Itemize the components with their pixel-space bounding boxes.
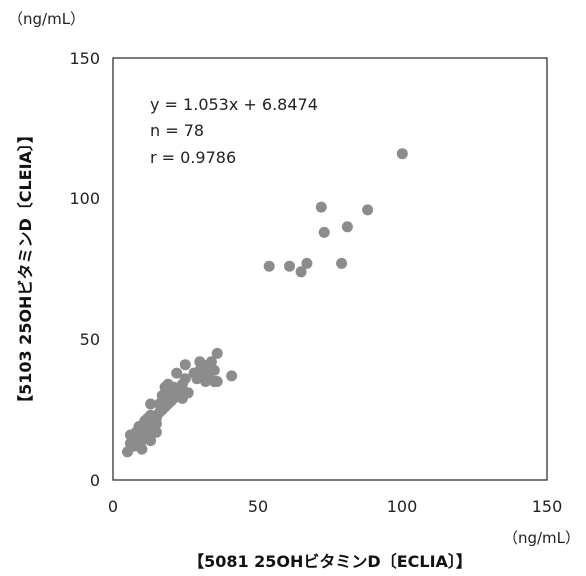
plot-area [112, 57, 548, 481]
data-point [145, 398, 157, 410]
data-point [263, 260, 275, 272]
data-point [171, 367, 183, 379]
data-point [150, 426, 162, 438]
y-tick-label: 100 [69, 189, 100, 208]
data-point [211, 376, 223, 387]
data-point [301, 257, 313, 269]
data-points [122, 148, 408, 458]
y-tick-labels: 0 50 100 150 [69, 49, 100, 490]
data-point [179, 373, 191, 385]
x-axis-title: 【5081 25OHビタミンD〔ECLIA〕】 [188, 552, 472, 571]
x-tick-labels: 0 50 100 150 [108, 497, 562, 516]
y-tick-label: 150 [69, 49, 100, 68]
data-point [396, 148, 408, 160]
data-point [295, 266, 307, 278]
data-point [318, 226, 330, 238]
regression-annotation: y = 1.053x + 6.8474 n = 78 r = 0.9786 [150, 95, 318, 167]
x-axis-unit: （ng/mL） [503, 529, 580, 547]
y-tick-label: 0 [90, 471, 100, 490]
data-point [341, 221, 353, 233]
data-point [136, 443, 148, 455]
data-point [145, 435, 157, 447]
y-axis-unit: （ng/mL） [8, 10, 85, 28]
data-point [211, 347, 223, 359]
x-tick-label: 0 [108, 497, 118, 516]
data-point [362, 204, 374, 216]
data-point [315, 201, 327, 213]
data-point [284, 260, 295, 272]
x-tick-label: 50 [248, 497, 268, 516]
data-point [336, 257, 348, 269]
sample-size: n = 78 [150, 121, 204, 140]
data-point [208, 364, 220, 376]
regression-equation: y = 1.053x + 6.8474 [150, 95, 318, 114]
x-tick-label: 150 [532, 497, 563, 516]
x-tick-label: 100 [387, 497, 418, 516]
y-tick-label: 50 [80, 330, 100, 349]
data-point [176, 392, 188, 404]
data-point [226, 370, 238, 382]
data-point [205, 356, 217, 368]
y-axis-title: 【5103 25OHビタミンD〔CLEIA〕】 [16, 127, 35, 411]
data-point [179, 359, 191, 371]
correlation-coefficient: r = 0.9786 [150, 148, 236, 167]
